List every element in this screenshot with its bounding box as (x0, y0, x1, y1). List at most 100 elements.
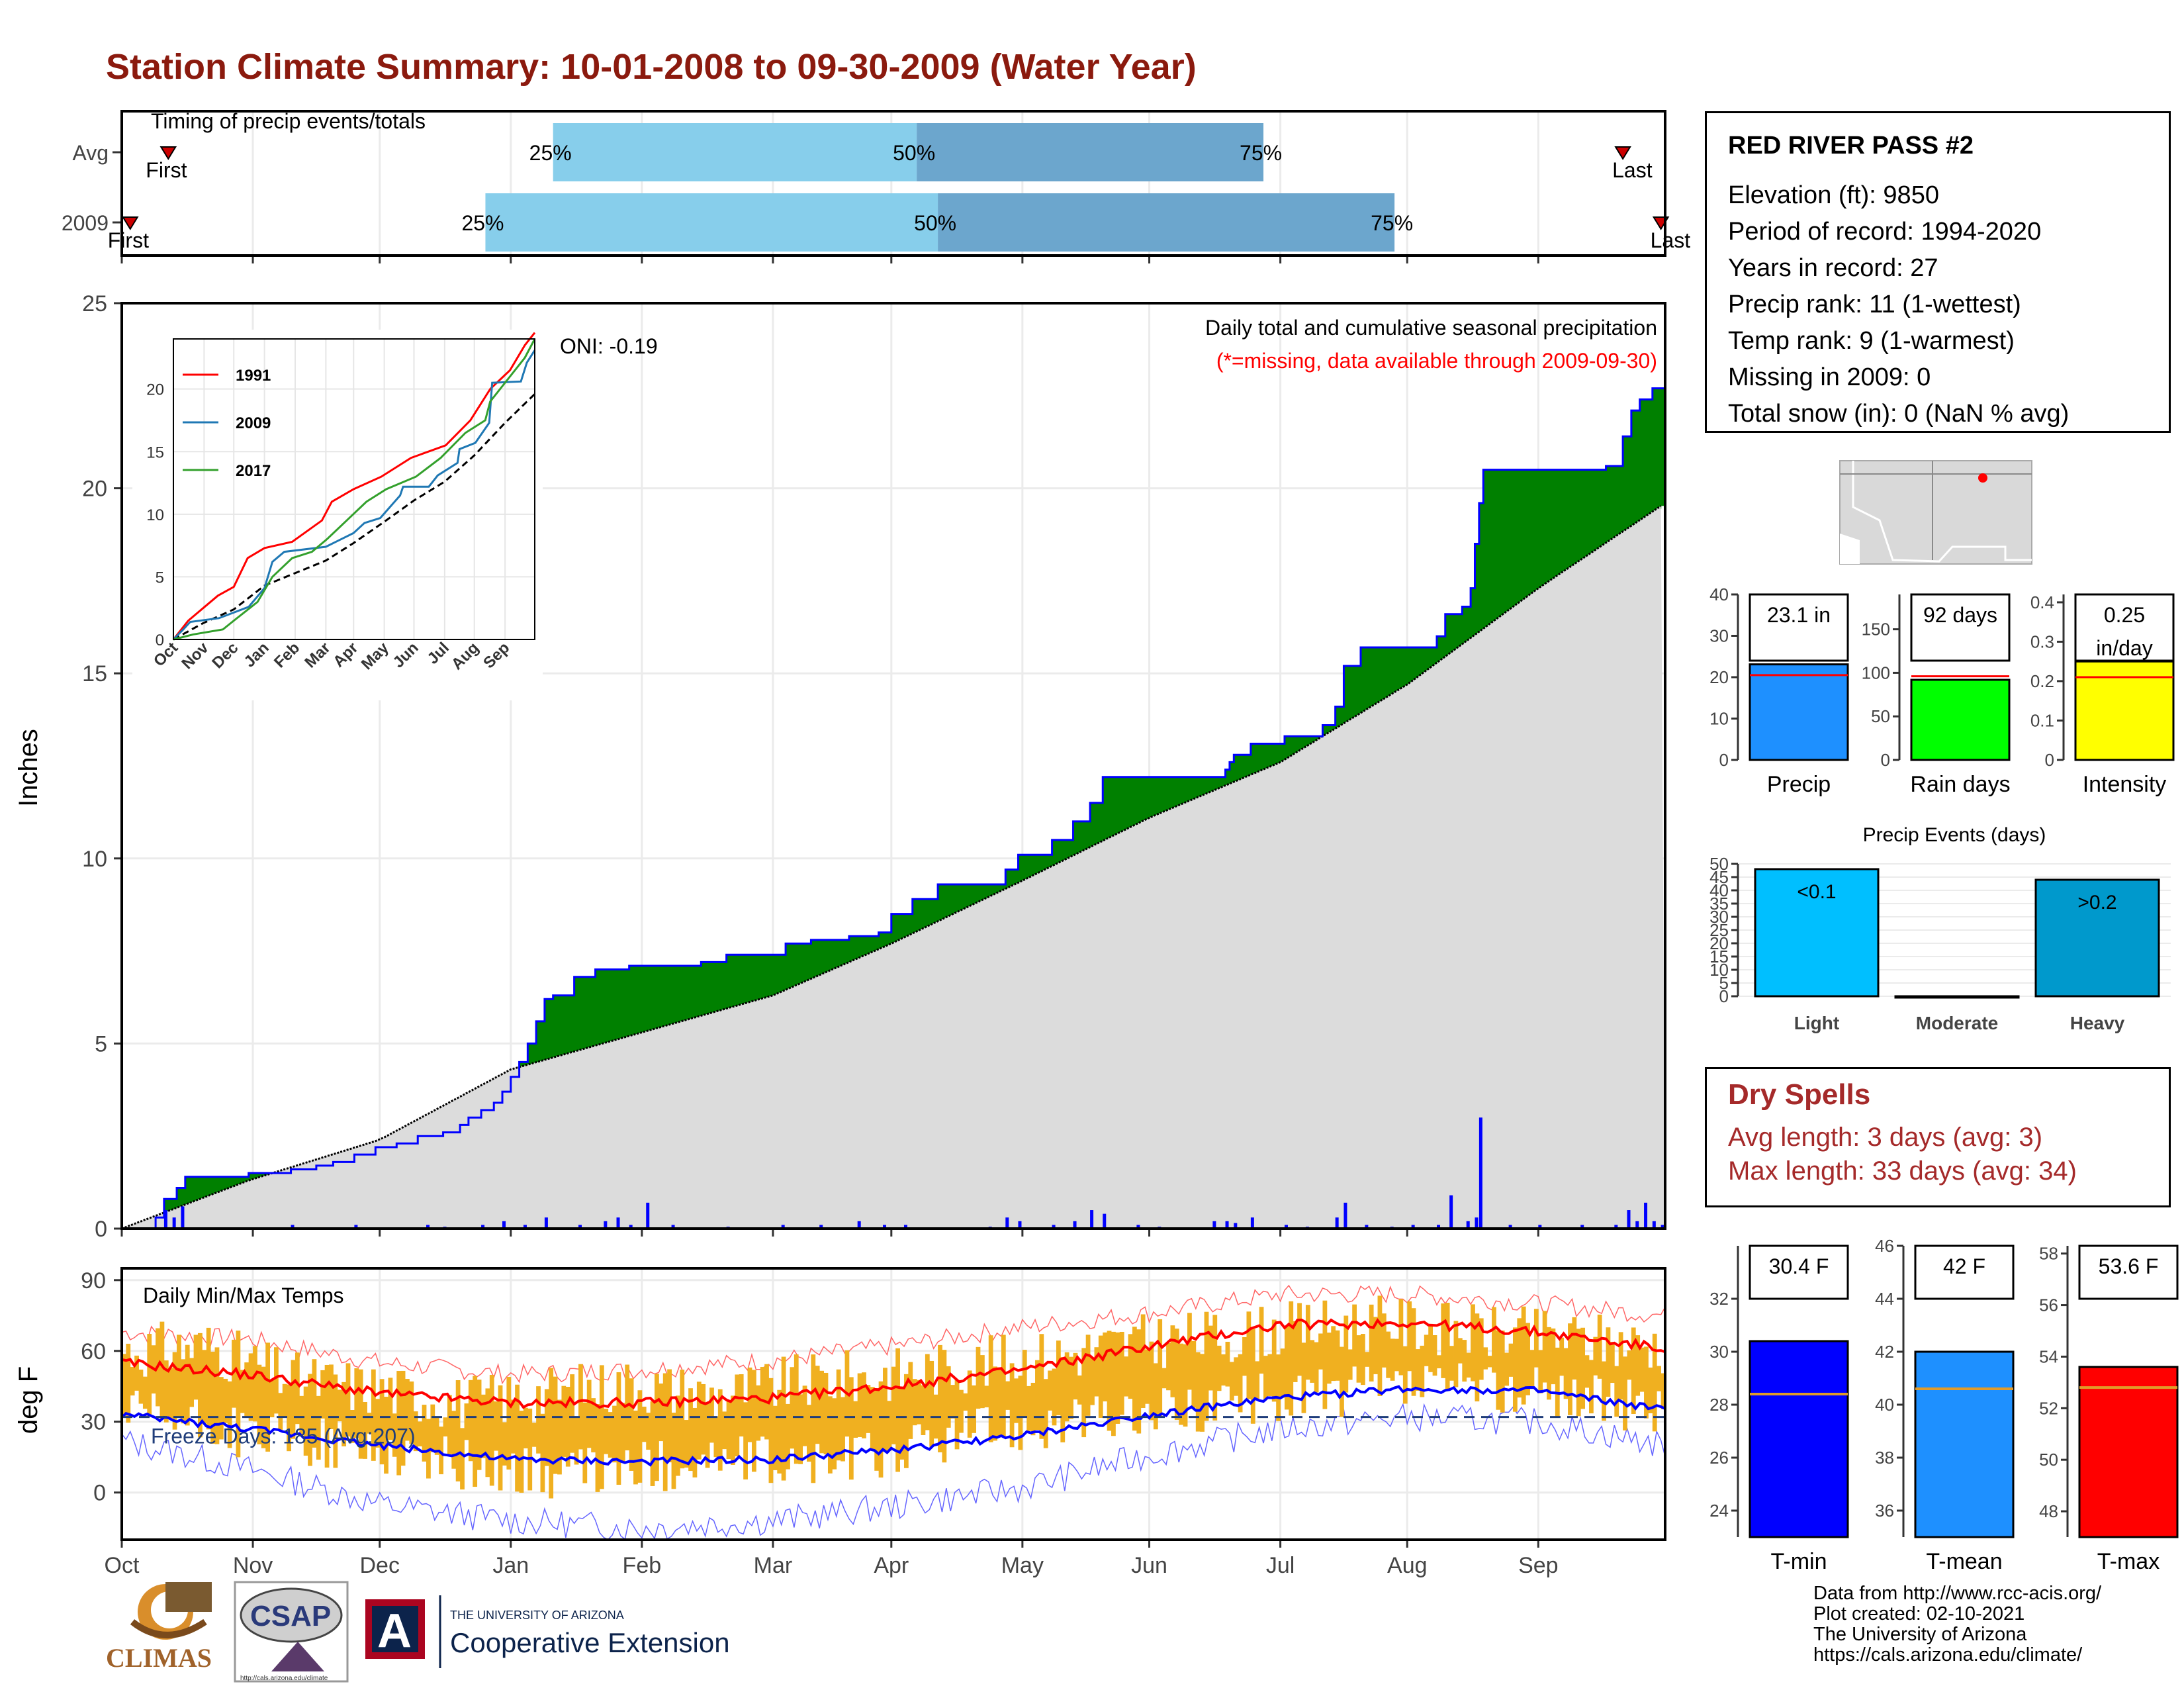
precip-departure-fill (1343, 666, 1349, 724)
precip-departure-fill (1517, 469, 1522, 604)
temp-daily-bar (1098, 1335, 1103, 1418)
precip-departure-fill (1331, 725, 1336, 731)
temp-daily-bar (134, 1355, 139, 1391)
temp-daily-bar (1432, 1335, 1437, 1376)
temp-daily-bar (515, 1384, 520, 1492)
bar-value-box (1749, 1244, 1849, 1300)
precip-departure-fill (1623, 436, 1628, 532)
small-chart-ytick-label: 24 (1709, 1501, 1729, 1521)
precip-departure-fill (1297, 736, 1302, 752)
precip-departure-fill (739, 955, 744, 1006)
temp-xtick-label: Aug (1387, 1553, 1428, 1578)
precip-departure-fill (1614, 466, 1619, 538)
events-ytick-label: 50 (1709, 854, 1729, 874)
timing-last-marker (1614, 146, 1631, 160)
precip-departure-fill (1018, 855, 1023, 883)
precip-departure-fill (684, 965, 689, 1021)
temp-daily-bar (591, 1398, 596, 1453)
precip-departure-fill (807, 943, 812, 981)
precip-daily-bar (1073, 1221, 1077, 1229)
temp-daily-bar (354, 1368, 359, 1438)
temp-daily-bar (1386, 1331, 1391, 1378)
temp-daily-bar (519, 1411, 524, 1493)
temp-daily-bar (1255, 1361, 1260, 1399)
temp-daily-bar (1365, 1352, 1370, 1367)
temp-daily-bar (287, 1384, 291, 1452)
precip-departure-fill (1136, 776, 1142, 824)
precip-departure-fill (1445, 614, 1450, 657)
temp-daily-bar (388, 1378, 393, 1440)
locator-map (1839, 460, 2032, 565)
precip-departure-fill (701, 962, 706, 1016)
precip-departure-fill (979, 884, 985, 902)
temp-daily-bar (1453, 1321, 1459, 1387)
temp-daily-bar (172, 1352, 177, 1430)
temp-daily-bar (1161, 1368, 1167, 1389)
timing-first-label: First (146, 158, 187, 182)
temp-daily-bar (316, 1395, 321, 1460)
temp-daily-bar (460, 1428, 465, 1490)
temp-xtick-label: Jul (1266, 1553, 1295, 1578)
temp-xtick-label: Nov (233, 1553, 273, 1578)
precip-departure-fill (1365, 647, 1370, 711)
timing-label-50: 50% (914, 211, 956, 235)
temp-daily-bar (1360, 1334, 1365, 1385)
temp-ytick-label: 90 (81, 1268, 106, 1293)
precip-departure-fill (1597, 469, 1602, 549)
bar-value-box (1910, 593, 2011, 662)
temp-daily-bar (946, 1366, 951, 1428)
temp-daily-bar (540, 1413, 545, 1493)
precip-departure-fill (819, 939, 825, 975)
bar-t-max (2078, 1366, 2179, 1538)
temp-daily-bar (993, 1366, 997, 1441)
temp-daily-bar (506, 1377, 512, 1470)
temp-daily-bar (1648, 1367, 1653, 1413)
precip-daily-bar (1652, 1221, 1656, 1229)
credit-university: The University of Arizona (1813, 1624, 2027, 1645)
precip-departure-fill (198, 1176, 203, 1200)
temp-daily-bar (790, 1367, 795, 1449)
small-chart-ytick-label: 0.1 (2030, 710, 2054, 730)
precip-daily-bar (629, 1225, 633, 1229)
precip-departure-fill (1128, 776, 1133, 829)
temp-daily-bar (248, 1353, 253, 1421)
precip-departure-fill (1187, 776, 1193, 802)
precip-departure-fill (929, 899, 934, 925)
precip-departure-fill (1301, 736, 1306, 749)
temp-daily-bar (1225, 1341, 1230, 1387)
precip-departure-fill (1584, 469, 1590, 557)
temp-daily-bar (942, 1350, 947, 1463)
precip-departure-fill (1145, 776, 1150, 820)
timing-frame (120, 110, 1666, 257)
precip-departure-fill (1200, 776, 1205, 796)
temp-daily-bar (1635, 1335, 1641, 1396)
precip-departure-fill (1263, 743, 1269, 770)
temp-daily-bar (1174, 1329, 1179, 1421)
temp-daily-bar (439, 1427, 443, 1475)
precip-departure-fill (1234, 755, 1239, 782)
temp-daily-bar (1128, 1334, 1133, 1399)
temp-daily-bar (138, 1370, 144, 1404)
temp-daily-bar (857, 1373, 862, 1437)
small-chart-ytick-label: 50 (2039, 1450, 2058, 1470)
temp-daily-bar (1420, 1345, 1425, 1397)
precip-departure-fill (1369, 647, 1374, 708)
precip-departure-fill (883, 932, 888, 948)
temp-daily-bar (688, 1388, 693, 1472)
precip-daily-bar (502, 1221, 506, 1229)
temp-daily-bar (1179, 1343, 1184, 1425)
temp-daily-bar (1449, 1346, 1454, 1381)
temp-daily-bar (1331, 1326, 1336, 1382)
precip-departure-fill (595, 969, 600, 1046)
precip-departure-fill (1216, 776, 1222, 789)
temp-daily-bar (1293, 1321, 1298, 1382)
small-chart-ytick-label: 46 (1875, 1236, 1894, 1256)
temp-daily-bar (1340, 1346, 1344, 1417)
precip-departure-fill (232, 1176, 237, 1187)
temp-daily-bar (451, 1411, 457, 1469)
temp-daily-bar (409, 1381, 414, 1444)
precip-daily-bar (1234, 1223, 1238, 1229)
precip-departure-fill (938, 884, 943, 921)
precip-departure-fill (1471, 588, 1476, 638)
events-ytick-label: 5 (1719, 973, 1729, 993)
